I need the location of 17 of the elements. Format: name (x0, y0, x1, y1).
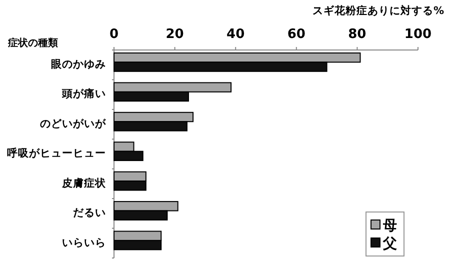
legend-label: 父 (382, 236, 397, 252)
x-tick-label: 60 (287, 27, 306, 42)
y-tick-label: 頭が痛い (61, 87, 106, 100)
y-tick-label: のどいがいが (40, 118, 107, 130)
y-axis-title: 症状の種類 (7, 37, 58, 49)
y-tick-label: 眼のかゆみ (51, 58, 106, 70)
x-tick-label: 0 (109, 27, 119, 42)
x-tick-label: 20 (166, 27, 184, 42)
legend-label: 母 (382, 218, 397, 234)
x-tick-label: 80 (348, 27, 366, 42)
y-tick-label: 皮膚症状 (61, 176, 107, 190)
y-tick-label: いらいら (62, 236, 106, 249)
x-tick-label: 40 (226, 27, 245, 42)
y-tick-label: だるい (73, 207, 106, 220)
y-tick-label: 呼吸がヒューヒュー (7, 146, 106, 160)
x-axis-title: スギ花粉症ありに対する% (312, 4, 444, 17)
x-tick-label: 100 (404, 27, 432, 42)
